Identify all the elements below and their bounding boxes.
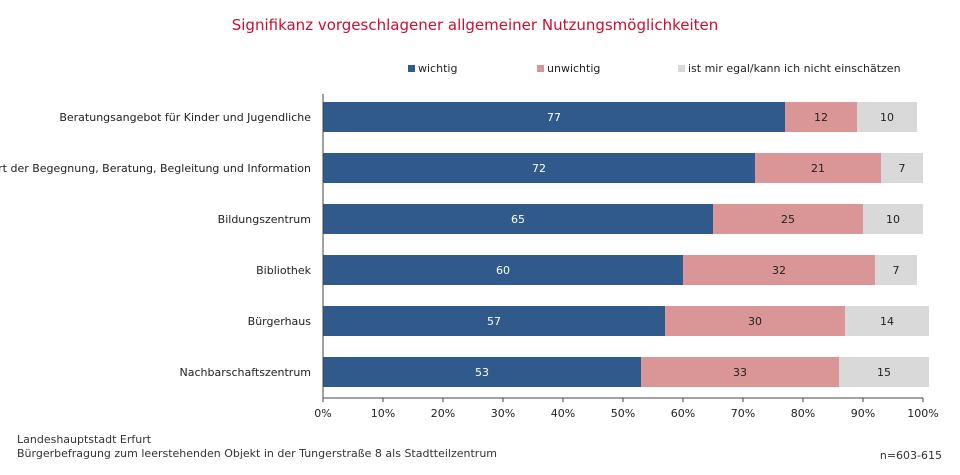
x-tick-label: 40% <box>551 407 575 420</box>
category-label: Bürgerhaus <box>248 315 312 328</box>
data-label: 72 <box>532 162 546 175</box>
bars-area: 77 12 10 72 21 7 65 25 10 60 32 7 57 30 14 53 33 15 <box>323 102 929 387</box>
x-tick-label: 0% <box>314 407 331 420</box>
category-label: Beratungsangebot für Kinder und Jugendli… <box>59 111 311 124</box>
legend: wichtig unwichtig ist mir egal/kann ich ni… <box>408 62 901 75</box>
legend-swatch <box>537 65 544 72</box>
sample-size: n=603-615 <box>879 449 942 462</box>
bar-segment <box>863 204 923 234</box>
bar-segment <box>845 306 929 336</box>
bar-segment <box>323 357 641 387</box>
source-note: Landeshauptstadt Erfurt Bürgerbefragung … <box>17 433 497 461</box>
category-labels: Beratungsangebot für Kinder und Jugendli… <box>0 111 312 379</box>
data-label: 53 <box>475 366 489 379</box>
legend-label: ist mir egal/kann ich nicht einschätzen <box>688 62 901 75</box>
bar-segment <box>713 204 863 234</box>
x-tick-label: 50% <box>611 407 635 420</box>
category-label: Ort der Begegnung, Beratung, Begleitung … <box>0 162 311 175</box>
bar-segment <box>875 255 917 285</box>
data-label: 7 <box>893 264 900 277</box>
data-label: 30 <box>748 315 762 328</box>
source-line-1: Landeshauptstadt Erfurt <box>17 433 152 446</box>
data-label: 10 <box>880 111 894 124</box>
bar-segment <box>881 153 923 183</box>
x-tick-label: 80% <box>791 407 815 420</box>
category-label: Bildungszentrum <box>218 213 311 226</box>
bar-segment <box>683 255 875 285</box>
legend-label: wichtig <box>418 62 457 75</box>
data-label: 14 <box>880 315 894 328</box>
x-axis: 0% 10% 20% 30% 40% 50% 60% 70% 80% 90% 100% <box>314 94 939 420</box>
data-label: 15 <box>877 366 891 379</box>
bar-segment <box>323 102 785 132</box>
source-line-2: Bürgerbefragung zum leerstehenden Objekt… <box>17 447 498 460</box>
bar-segment <box>323 204 713 234</box>
bar-segment <box>323 306 665 336</box>
data-label: 33 <box>733 366 747 379</box>
data-label: 25 <box>781 213 795 226</box>
chart-title: Signifikanz vorgeschlagener allgemeiner … <box>232 16 719 34</box>
category-label: Bibliothek <box>256 264 311 277</box>
data-label: 10 <box>886 213 900 226</box>
x-tick-label: 70% <box>731 407 755 420</box>
legend-swatch <box>408 65 415 72</box>
category-label: Nachbarschaftszentrum <box>180 366 311 379</box>
bar-segment <box>755 153 881 183</box>
data-label: 65 <box>511 213 525 226</box>
data-label: 57 <box>487 315 501 328</box>
bar-segment <box>323 153 755 183</box>
x-tick-label: 30% <box>491 407 515 420</box>
data-label: 12 <box>814 111 828 124</box>
x-tick-label: 10% <box>371 407 395 420</box>
x-tick-label: 20% <box>431 407 455 420</box>
data-label: 32 <box>772 264 786 277</box>
data-label: 7 <box>899 162 906 175</box>
legend-swatch <box>678 65 685 72</box>
x-tick-label: 90% <box>851 407 875 420</box>
bar-segment <box>785 102 857 132</box>
bar-segment <box>857 102 917 132</box>
data-label: 60 <box>496 264 510 277</box>
bar-segment <box>323 255 683 285</box>
bar-segment <box>839 357 929 387</box>
x-tick-label: 60% <box>671 407 695 420</box>
data-label: 21 <box>811 162 825 175</box>
x-tick-label: 100% <box>907 407 938 420</box>
bar-segment <box>641 357 839 387</box>
data-label: 77 <box>547 111 561 124</box>
legend-label: unwichtig <box>547 62 600 75</box>
bar-segment <box>665 306 845 336</box>
